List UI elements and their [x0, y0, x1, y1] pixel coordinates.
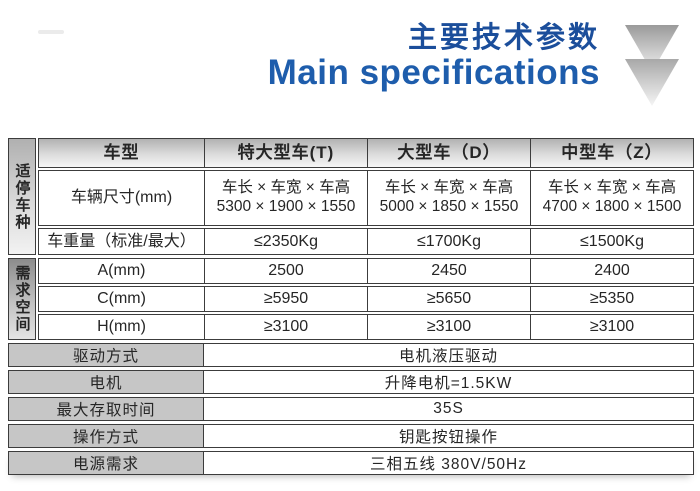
dimension-value: 5300 × 1900 × 1550 — [216, 198, 356, 215]
section-general-specs: 驱动方式 电机液压驱动 电机 升降电机=1.5KW 最大存取时间 35S 操作方… — [8, 343, 694, 475]
dimension-cell: 车长 × 车宽 × 车高 4700 × 1800 × 1500 — [530, 171, 693, 225]
space-value-cell: ≥5650 — [367, 287, 530, 311]
row-label-power-requirement: 电源需求 — [9, 452, 204, 474]
row-label-weight: 车重量（标准/最大） — [47, 232, 196, 250]
row-value-motor: 升降电机=1.5KW — [384, 375, 513, 392]
row-label-a: A(mm) — [97, 262, 146, 280]
dimension-cell: 车长 × 车宽 × 车高 5000 × 1850 × 1550 — [367, 171, 530, 225]
table-header-row: 车型 特大型车(T) 大型车（D） 中型车（Z） — [38, 138, 694, 168]
weight-cell: ≤1700Kg — [367, 229, 530, 254]
side-label-required-space: 需求空间 — [8, 258, 36, 340]
section-parking-vehicle-types: 适停车种 车型 特大型车(T) 大型车（D） 中型车（Z） 车辆尺寸(mm) 车… — [8, 138, 694, 255]
row-operation-mode: 操作方式 钥匙按钮操作 — [8, 424, 694, 448]
row-label-motor: 电机 — [9, 371, 204, 393]
space-value-cell: ≥3100 — [530, 315, 693, 339]
row-value-operation-mode: 钥匙按钮操作 — [398, 429, 498, 446]
row-value-power-requirement: 三相五线 380V/50Hz — [370, 456, 527, 473]
row-max-access-time: 最大存取时间 35S — [8, 397, 694, 421]
section-required-space: 需求空间 A(mm) 2500 2450 2400 C(mm) ≥5950 ≥5… — [8, 258, 694, 340]
dimension-formula: 车长 × 车宽 × 车高 — [221, 179, 351, 197]
side-label-parking-types: 适停车种 — [8, 138, 36, 255]
dimension-formula: 车长 × 车宽 × 车高 — [384, 179, 514, 197]
row-value-max-access-time: 35S — [433, 400, 464, 417]
row-vehicle-dimensions: 车辆尺寸(mm) 车长 × 车宽 × 车高 5300 × 1900 × 1550… — [38, 170, 694, 226]
space-value-cell: 2450 — [367, 259, 530, 283]
side-label-text: 需求空间 — [13, 265, 31, 333]
space-value-cell: ≥5950 — [204, 287, 367, 311]
page-title: 主要技术参数 Main specifications — [268, 22, 600, 92]
space-value-cell: 2500 — [204, 259, 367, 283]
dimension-value: 4700 × 1800 × 1500 — [542, 198, 682, 215]
header-cell-large: 大型车（D） — [367, 139, 530, 167]
weight-cell: ≤1500Kg — [530, 229, 693, 254]
double-chevron-down-icon — [625, 25, 679, 106]
row-space-c: C(mm) ≥5950 ≥5650 ≥5350 — [38, 286, 694, 312]
dimension-cell: 车长 × 车宽 × 车高 5300 × 1900 × 1550 — [204, 171, 367, 225]
space-value-cell: 2400 — [530, 259, 693, 283]
row-vehicle-weight: 车重量（标准/最大） ≤2350Kg ≤1700Kg ≤1500Kg — [38, 228, 694, 255]
row-drive-mode: 驱动方式 电机液压驱动 — [8, 343, 694, 367]
row-label-c: C(mm) — [97, 290, 146, 308]
weight-cell: ≤2350Kg — [204, 229, 367, 254]
row-label-drive-mode: 驱动方式 — [9, 344, 204, 366]
space-value-cell: ≥5350 — [530, 287, 693, 311]
header-cell-extra-large: 特大型车(T) — [204, 139, 367, 167]
row-space-a: A(mm) 2500 2450 2400 — [38, 258, 694, 284]
watermark — [38, 30, 64, 34]
dimension-value: 5000 × 1850 × 1550 — [379, 198, 519, 215]
space-value-cell: ≥3100 — [204, 315, 367, 339]
row-value-drive-mode: 电机液压驱动 — [398, 348, 498, 365]
side-label-text: 适停车种 — [13, 162, 31, 231]
row-motor: 电机 升降电机=1.5KW — [8, 370, 694, 394]
title-english: Main specifications — [267, 53, 600, 93]
row-label-max-access-time: 最大存取时间 — [9, 398, 204, 420]
row-power-requirement: 电源需求 三相五线 380V/50Hz — [8, 451, 694, 475]
row-space-h: H(mm) ≥3100 ≥3100 ≥3100 — [38, 314, 694, 340]
title-chinese: 主要技术参数 — [407, 22, 600, 54]
row-label-h: H(mm) — [97, 318, 146, 336]
specifications-table: 适停车种 车型 特大型车(T) 大型车（D） 中型车（Z） 车辆尺寸(mm) 车… — [8, 138, 694, 475]
header-cell-vehicle-type: 车型 — [103, 142, 140, 162]
dimension-formula: 车长 × 车宽 × 车高 — [547, 179, 677, 197]
space-value-cell: ≥3100 — [367, 315, 530, 339]
header-cell-medium: 中型车（Z） — [530, 139, 693, 167]
row-label-dimensions: 车辆尺寸(mm) — [70, 189, 173, 207]
row-label-operation-mode: 操作方式 — [9, 425, 204, 447]
